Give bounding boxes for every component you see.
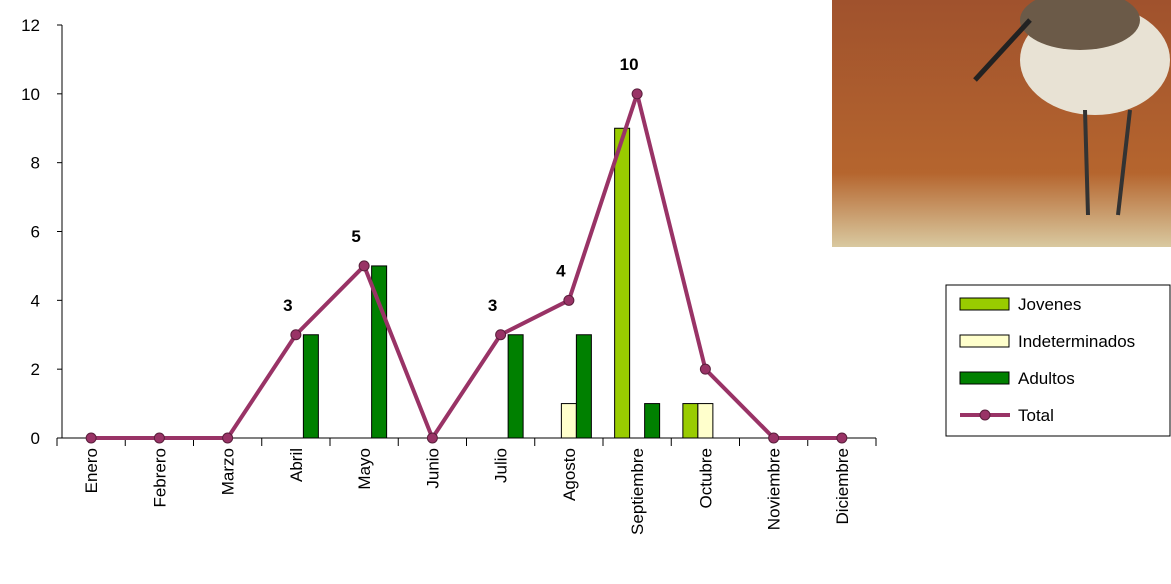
line-point — [222, 432, 234, 444]
x-tick-label: Junio — [423, 448, 442, 489]
line-point — [358, 260, 370, 272]
bar — [682, 403, 699, 439]
bird-photo — [832, 0, 1171, 247]
y-tick-label: 2 — [31, 360, 40, 379]
y-tick-label: 8 — [31, 154, 40, 173]
x-tick-label: Septiembre — [628, 448, 647, 535]
x-tick-label: Febrero — [150, 448, 169, 508]
line-point — [495, 329, 507, 341]
data-label: 10 — [620, 55, 639, 74]
bar — [644, 403, 661, 439]
x-tick-label: Julio — [492, 448, 511, 483]
legend-swatch — [959, 297, 1010, 311]
x-tick-label: Diciembre — [833, 448, 852, 525]
legend-label: Jovenes — [1018, 295, 1081, 314]
bar — [507, 334, 524, 439]
x-tick-label: Mayo — [355, 448, 374, 490]
legend: Jovenes Indeterminados Adultos Total — [945, 284, 1171, 437]
x-tick-label: Noviembre — [765, 448, 784, 530]
plot-area: 0 2 4 6 8 10 12 Enero Febrero Marzo Abril Mayo Junio… — [21, 16, 877, 535]
line-point — [426, 432, 438, 444]
x-tick-label: Abril — [287, 448, 306, 482]
line-point — [153, 432, 165, 444]
line-point — [85, 432, 97, 444]
x-tick-label: Enero — [82, 448, 101, 493]
bar — [575, 334, 592, 439]
y-tick-label: 6 — [31, 223, 40, 242]
legend-label: Total — [1018, 406, 1054, 425]
data-label: 3 — [488, 296, 497, 315]
line-point — [699, 363, 711, 375]
legend-swatch — [979, 409, 991, 421]
line-point — [768, 432, 780, 444]
bar — [697, 403, 714, 439]
legend-swatch — [959, 334, 1010, 348]
x-tick-label: Marzo — [219, 448, 238, 495]
y-tick-label: 12 — [21, 16, 40, 35]
y-tick-label: 10 — [21, 85, 40, 104]
legend-label: Indeterminados — [1018, 332, 1135, 351]
y-tick-label: 4 — [31, 291, 40, 310]
line-point — [563, 294, 575, 306]
legend-swatch — [959, 371, 1010, 385]
data-label: 5 — [351, 227, 360, 246]
x-tick-label: Agosto — [560, 448, 579, 501]
bar — [614, 127, 631, 439]
y-tick-label: 0 — [31, 429, 40, 448]
line-point — [836, 432, 848, 444]
bar — [302, 334, 319, 439]
data-label: 3 — [283, 296, 292, 315]
legend-label: Adultos — [1018, 369, 1075, 388]
x-tick-label: Octubre — [696, 448, 715, 508]
data-label: 4 — [556, 261, 566, 280]
bar — [560, 403, 577, 439]
line-point — [290, 329, 302, 341]
line-point — [631, 88, 643, 100]
line — [91, 91, 842, 440]
